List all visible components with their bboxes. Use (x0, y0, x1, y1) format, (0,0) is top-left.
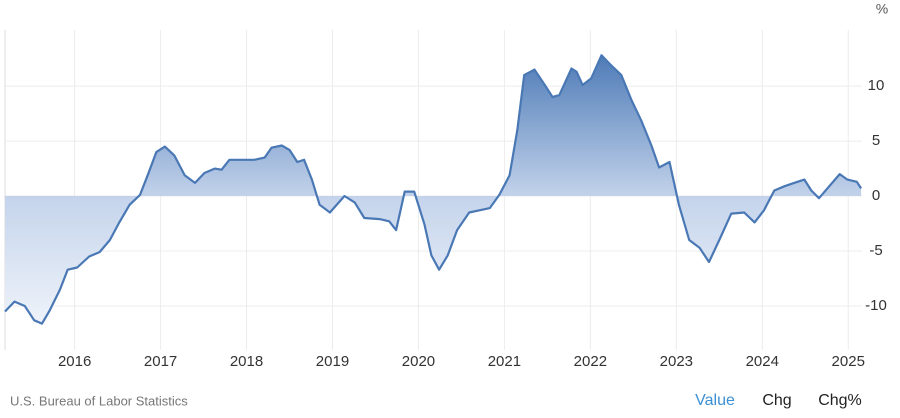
y-tick-label: 0 (872, 187, 880, 204)
x-tick-label: 2018 (230, 353, 263, 370)
area (5, 55, 862, 324)
x-tick-label: 2019 (316, 353, 349, 370)
tab-chg[interactable]: Chg (762, 392, 791, 409)
x-tick-label: 2023 (660, 353, 693, 370)
x-tick-label: 2016 (58, 353, 91, 370)
x-tick-label: 2021 (488, 353, 521, 370)
tab-chg-pct[interactable]: Chg% (818, 392, 862, 409)
x-tick-label: 2022 (574, 353, 607, 370)
y-tick-label: -10 (865, 297, 887, 314)
y-unit: % (876, 1, 888, 17)
tab-value[interactable]: Value (695, 392, 735, 409)
x-tick-label: 2017 (144, 353, 177, 370)
y-tick-label: 10 (868, 77, 885, 94)
y-tick-label: 5 (872, 132, 880, 149)
source: U.S. Bureau of Labor Statistics (10, 393, 188, 408)
line (4, 54, 863, 325)
x-tick-label: 2025 (832, 353, 865, 370)
y-tick-label: -5 (869, 242, 882, 259)
x-tick-label: 2024 (746, 353, 779, 370)
x-tick-label: 2020 (402, 353, 435, 370)
